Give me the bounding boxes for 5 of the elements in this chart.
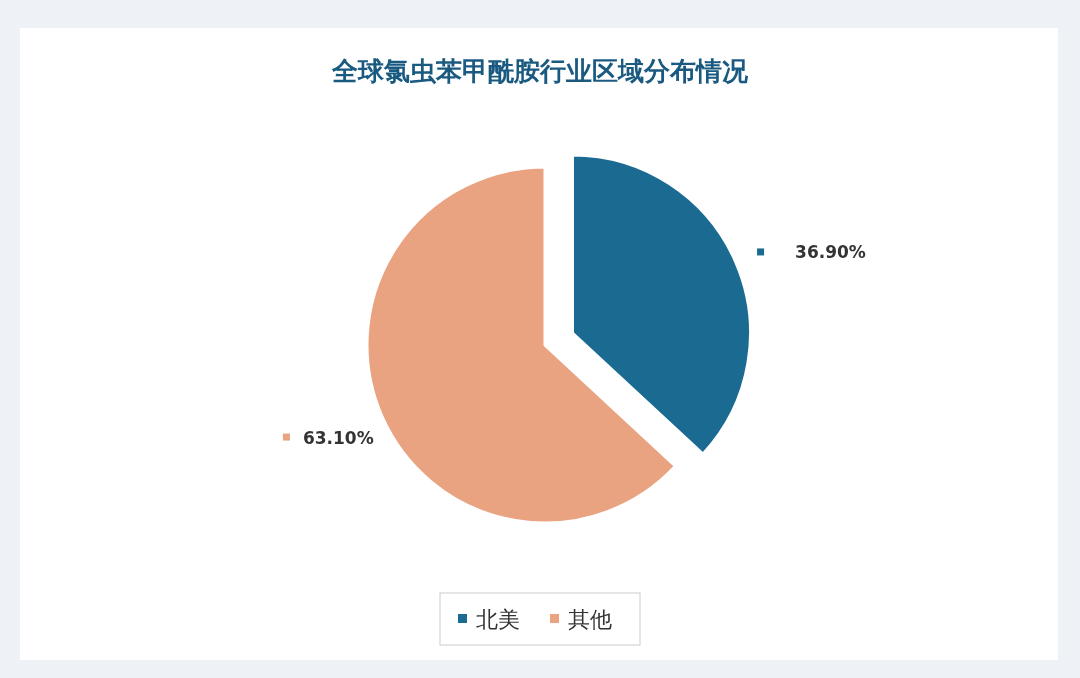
legend-label: 其他 [568, 607, 612, 632]
legend-label: 北美 [476, 607, 520, 632]
data-label: 63.10% [302, 427, 374, 448]
chart-title: 全球氯虫苯甲酰胺行业区域分布情况 [331, 56, 749, 86]
data-label: 36.90% [795, 242, 866, 263]
